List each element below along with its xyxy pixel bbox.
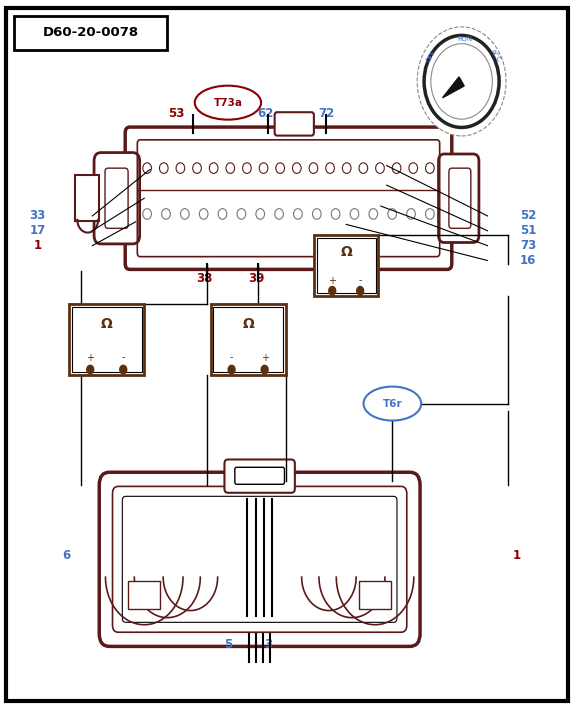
Text: 16: 16	[520, 254, 536, 267]
Circle shape	[176, 163, 185, 173]
Circle shape	[388, 209, 396, 219]
Circle shape	[209, 163, 218, 173]
Bar	[359, 581, 391, 609]
Text: 52: 52	[520, 210, 536, 222]
Circle shape	[342, 163, 351, 173]
Circle shape	[329, 287, 336, 295]
Text: T73a: T73a	[213, 98, 242, 108]
Circle shape	[120, 365, 127, 374]
Ellipse shape	[364, 387, 421, 421]
Circle shape	[376, 163, 384, 173]
Circle shape	[350, 209, 359, 219]
Circle shape	[407, 209, 415, 219]
Text: 1: 1	[33, 239, 42, 252]
Circle shape	[369, 209, 377, 219]
FancyBboxPatch shape	[105, 168, 128, 228]
Text: 17: 17	[29, 224, 46, 237]
Text: -: -	[122, 353, 125, 362]
Circle shape	[293, 163, 301, 173]
Bar	[317, 238, 376, 293]
Text: -: -	[230, 353, 233, 362]
Text: +: +	[86, 353, 94, 362]
Text: D60-20-0078: D60-20-0078	[43, 26, 139, 39]
Bar	[72, 307, 142, 372]
FancyBboxPatch shape	[125, 127, 452, 270]
Circle shape	[326, 163, 335, 173]
Text: 6: 6	[62, 549, 70, 562]
Text: Ω: Ω	[340, 245, 352, 259]
Circle shape	[181, 209, 189, 219]
Circle shape	[256, 209, 264, 219]
Circle shape	[259, 163, 268, 173]
Circle shape	[424, 35, 499, 127]
Circle shape	[226, 163, 235, 173]
FancyBboxPatch shape	[235, 467, 284, 484]
Circle shape	[331, 209, 340, 219]
Text: 62: 62	[257, 107, 273, 120]
Bar	[75, 176, 99, 221]
Circle shape	[228, 365, 235, 374]
Bar	[211, 304, 286, 375]
Bar	[14, 16, 167, 50]
Text: T6r: T6r	[383, 399, 402, 409]
FancyBboxPatch shape	[99, 472, 420, 646]
Circle shape	[417, 27, 506, 136]
Text: 51: 51	[520, 224, 536, 237]
Text: ACC: ACC	[489, 49, 502, 64]
Text: Ω: Ω	[242, 317, 254, 331]
Circle shape	[392, 163, 401, 173]
Ellipse shape	[195, 86, 261, 120]
Circle shape	[294, 209, 302, 219]
Text: 53: 53	[168, 107, 184, 120]
Text: +: +	[261, 353, 269, 362]
Circle shape	[426, 209, 434, 219]
Bar	[128, 581, 160, 609]
Text: +: +	[328, 275, 336, 285]
Circle shape	[357, 287, 364, 295]
Text: 38: 38	[197, 273, 213, 285]
Circle shape	[87, 365, 93, 374]
Text: RUN: RUN	[458, 36, 473, 42]
Circle shape	[275, 209, 283, 219]
Circle shape	[276, 163, 284, 173]
Text: 5: 5	[224, 638, 232, 651]
Bar	[314, 235, 378, 296]
Bar	[69, 304, 144, 375]
Text: 72: 72	[318, 107, 334, 120]
Circle shape	[313, 209, 321, 219]
Text: Ω: Ω	[101, 317, 113, 331]
Circle shape	[409, 163, 418, 173]
FancyBboxPatch shape	[94, 153, 140, 244]
Circle shape	[309, 163, 318, 173]
Circle shape	[359, 163, 368, 173]
Text: 39: 39	[249, 273, 265, 285]
Text: OFF: OFF	[425, 49, 437, 64]
FancyBboxPatch shape	[449, 168, 471, 228]
Circle shape	[193, 163, 201, 173]
Bar	[213, 307, 283, 372]
Circle shape	[218, 209, 227, 219]
Polygon shape	[443, 77, 464, 98]
Circle shape	[162, 209, 170, 219]
Circle shape	[261, 365, 268, 374]
FancyBboxPatch shape	[224, 459, 295, 493]
Circle shape	[200, 209, 208, 219]
Circle shape	[159, 163, 168, 173]
Circle shape	[143, 209, 151, 219]
Circle shape	[143, 163, 151, 173]
Text: 3: 3	[264, 638, 272, 651]
Text: 12: 12	[318, 273, 334, 285]
Text: -: -	[358, 275, 362, 285]
Circle shape	[426, 163, 434, 173]
FancyBboxPatch shape	[275, 112, 314, 136]
Circle shape	[237, 209, 246, 219]
Text: 33: 33	[29, 210, 46, 222]
Text: 1: 1	[512, 549, 520, 562]
Circle shape	[242, 163, 251, 173]
FancyBboxPatch shape	[439, 154, 479, 242]
Text: 73: 73	[520, 239, 536, 252]
